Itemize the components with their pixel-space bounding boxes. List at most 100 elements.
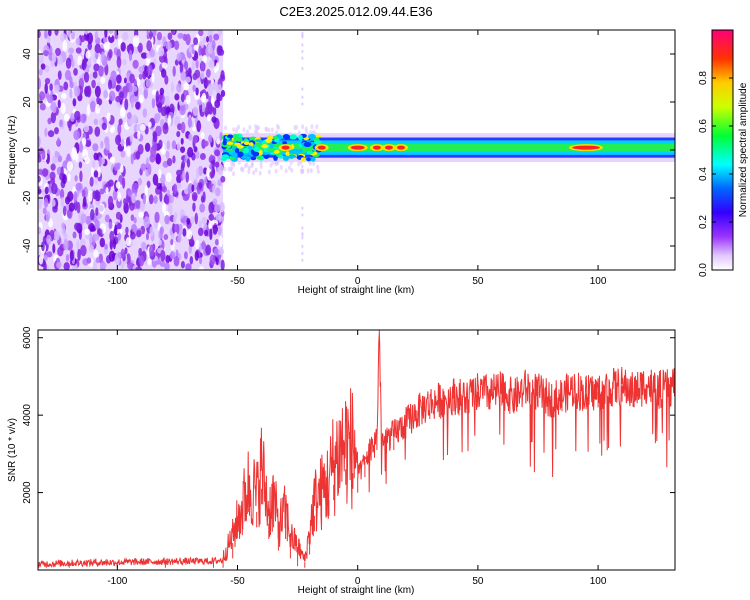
signal-wobble — [310, 156, 316, 162]
noise-blob — [62, 205, 67, 217]
noise-blob — [65, 196, 71, 205]
noise-blob — [176, 174, 182, 184]
noise-blob — [138, 66, 145, 74]
noise-blob — [212, 185, 216, 194]
noise-blob — [109, 239, 114, 250]
noise-blob — [75, 37, 81, 46]
noise-blob — [218, 236, 223, 248]
noise-blob — [160, 68, 167, 78]
noise-blob — [49, 171, 56, 181]
noise-blob — [83, 71, 90, 83]
noise-blob — [205, 244, 212, 256]
noise-blob — [67, 30, 71, 38]
noise-blob — [94, 219, 100, 230]
noise-blob — [200, 131, 205, 140]
noise-blob — [38, 188, 42, 195]
noise-blob — [160, 148, 166, 155]
noise-blob — [62, 39, 68, 52]
noise-blob — [136, 229, 142, 238]
noise-blob — [154, 179, 159, 186]
noise-blob — [132, 35, 140, 48]
snr-y-tick-label: 4000 — [22, 404, 33, 427]
noise-blob — [216, 45, 222, 56]
noise-blob — [104, 30, 108, 38]
noise-blob — [130, 153, 134, 165]
signal-wobble — [307, 150, 314, 155]
noise-blob — [155, 153, 162, 165]
spectrogram-x-ticks: -100 -50 0 50 100 — [107, 30, 607, 287]
noise-blob — [51, 52, 57, 63]
noise-blob — [168, 194, 174, 204]
noise-blob — [97, 228, 103, 237]
noise-blob — [96, 191, 101, 202]
signal-wobble — [273, 149, 280, 154]
noise-blob — [209, 254, 216, 266]
noise-blob — [118, 118, 123, 126]
spectrogram-x-tick-label: -100 — [107, 276, 127, 287]
noise-blob — [95, 257, 100, 264]
hotspot-core — [317, 145, 326, 150]
noise-blob — [142, 108, 148, 118]
noise-blob — [165, 172, 172, 183]
noise-blob — [155, 90, 160, 103]
noise-blob — [47, 34, 51, 44]
noise-blob — [207, 95, 212, 102]
noise-blob — [50, 163, 56, 171]
noise-blob — [201, 92, 207, 103]
noise-blob — [163, 262, 170, 270]
artifact-dot — [301, 213, 304, 217]
noise-blob — [171, 140, 177, 150]
noise-blob — [183, 188, 189, 195]
artifact-dot — [301, 164, 304, 169]
noise-blob — [74, 175, 78, 182]
noise-blob — [205, 68, 211, 78]
noise-blob — [188, 133, 193, 142]
signal-wobble — [256, 155, 262, 160]
noise-blob — [52, 205, 58, 213]
noise-blob — [213, 33, 220, 41]
snr-x-tick-label: -50 — [230, 576, 245, 587]
noise-blob — [143, 216, 150, 229]
noise-blob — [98, 155, 102, 168]
noise-blob — [215, 187, 221, 197]
noise-blob — [207, 30, 214, 39]
noise-blob — [158, 139, 163, 149]
noise-blob — [105, 186, 109, 195]
noise-blob — [108, 90, 116, 102]
noise-blob — [68, 202, 75, 212]
noise-blob — [74, 85, 81, 97]
noise-blob — [162, 36, 167, 47]
noise-blob — [187, 146, 194, 158]
noise-blob — [74, 222, 81, 231]
noise-blob — [198, 45, 202, 56]
noise-blob — [66, 161, 74, 172]
noise-blob — [197, 99, 203, 106]
hotspot-core — [384, 145, 393, 150]
noise-blob — [165, 150, 170, 159]
noise-blob — [129, 73, 135, 84]
noise-blob — [213, 65, 218, 74]
halo-blob — [254, 124, 258, 130]
noise-blob — [133, 183, 139, 190]
noise-blob — [180, 146, 186, 154]
halo-blob — [269, 162, 273, 168]
noise-blob — [137, 42, 143, 53]
noise-blob — [51, 101, 57, 114]
halo-blob — [229, 166, 233, 172]
noise-blob — [194, 250, 199, 262]
signal-wobble — [282, 134, 291, 140]
noise-blob — [54, 47, 61, 57]
noise-blob — [191, 184, 195, 192]
noise-blob — [219, 132, 223, 142]
noise-blob — [187, 117, 192, 128]
noise-blob — [78, 161, 83, 169]
spectrogram-y-tick-label: 40 — [22, 48, 33, 60]
artifact-dot — [301, 34, 304, 38]
noise-blob — [152, 132, 158, 143]
snr-y-tick-label: 2000 — [22, 481, 33, 504]
noise-blob — [175, 249, 179, 259]
noise-blob — [138, 254, 145, 267]
noise-blob — [199, 203, 206, 213]
noise-blob — [166, 140, 171, 150]
halo-blob — [252, 170, 256, 176]
